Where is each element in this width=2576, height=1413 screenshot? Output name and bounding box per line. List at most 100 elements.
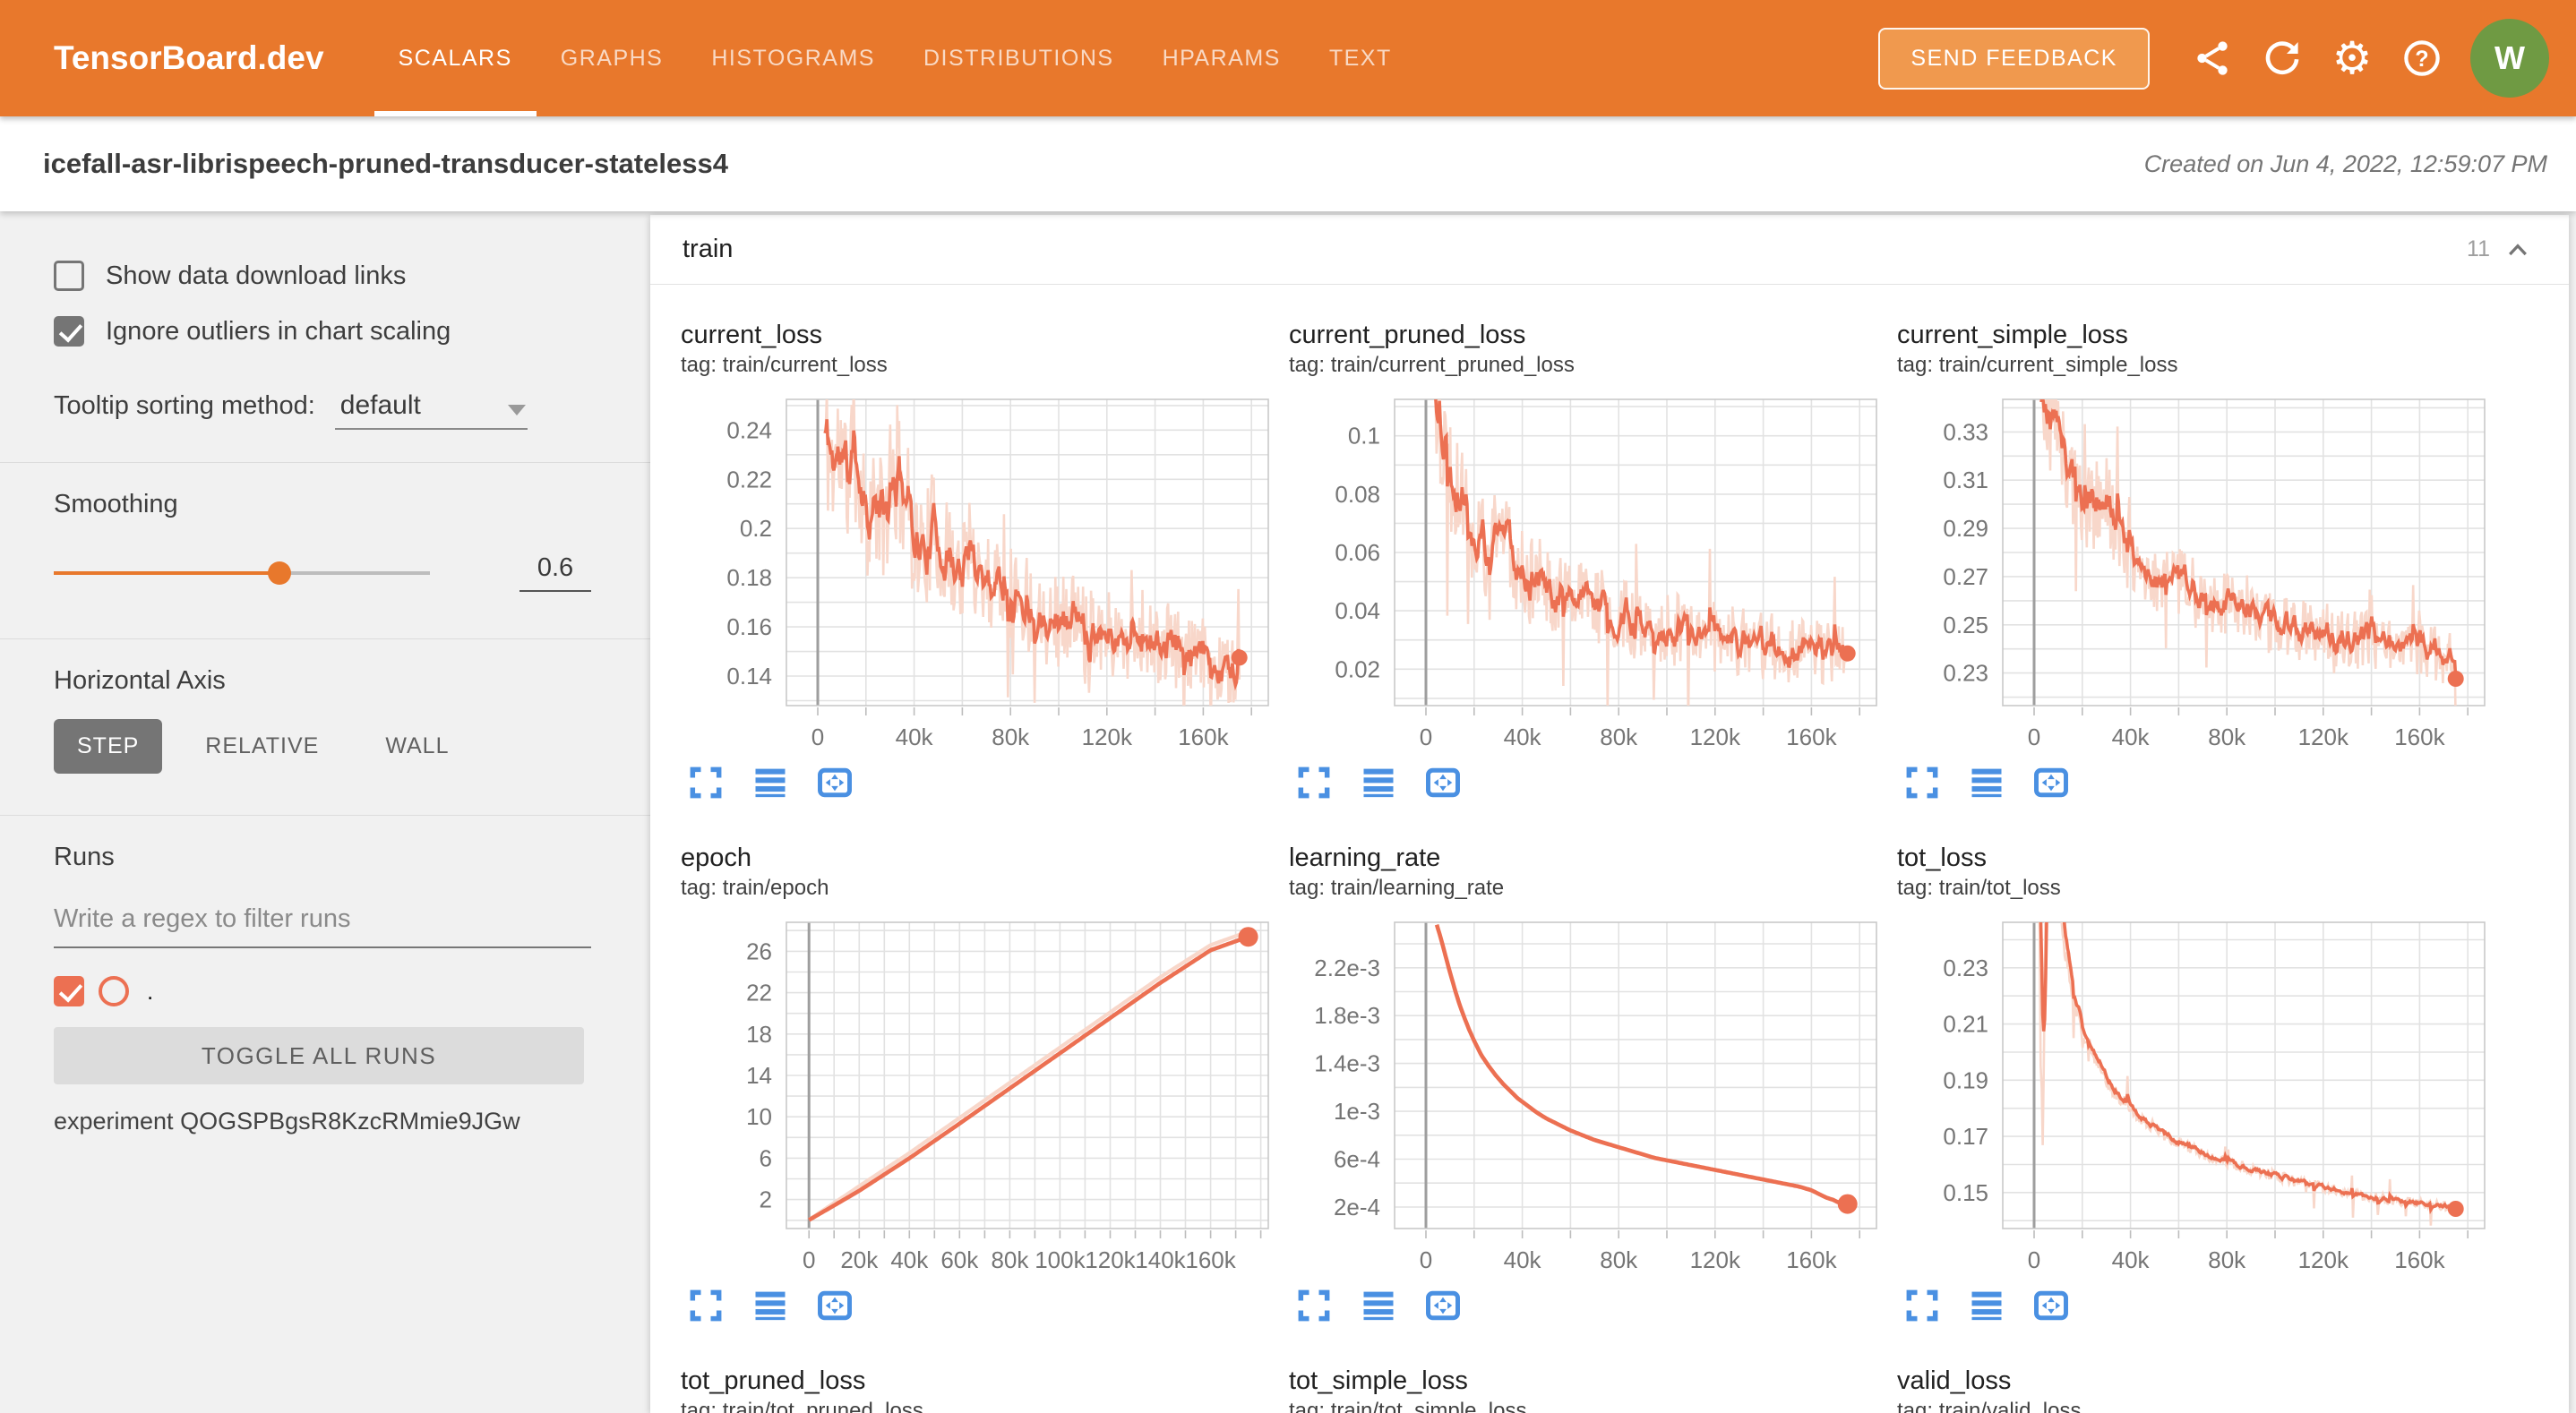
tab-histograms[interactable]: HISTOGRAMS xyxy=(711,45,875,71)
chart-plot[interactable]: 0.15 0.17 0.19 0.21 0.23 0 40k 80k 120k 160k xyxy=(1897,919,2488,1270)
svg-text:160k: 160k xyxy=(1786,1246,1837,1270)
fullscreen-icon[interactable] xyxy=(686,763,726,802)
user-avatar[interactable]: W xyxy=(2470,19,2549,98)
svg-text:1e-3: 1e-3 xyxy=(1334,1098,1380,1125)
data-table-icon[interactable] xyxy=(751,763,790,802)
chevron-up-icon[interactable] xyxy=(2504,236,2531,263)
svg-text:18: 18 xyxy=(746,1021,772,1048)
axis-option-step[interactable]: STEP xyxy=(54,719,163,774)
fit-domain-icon[interactable] xyxy=(1423,1286,1463,1325)
run-row: . xyxy=(54,972,591,1011)
tooltip-sorting-select[interactable]: default xyxy=(334,389,528,430)
tab-scalars[interactable]: SCALARS xyxy=(374,0,537,116)
horizontal-axis-options: STEP RELATIVE WALL xyxy=(54,719,591,774)
tab-graphs[interactable]: GRAPHS xyxy=(560,45,664,71)
run-color-swatch[interactable] xyxy=(99,976,129,1006)
chart-valid_loss: valid_loss tag: train/valid_loss xyxy=(1897,1365,2488,1413)
svg-text:0: 0 xyxy=(1420,724,1432,747)
data-table-icon[interactable] xyxy=(1359,763,1398,802)
settings-gear-icon[interactable]: ⚙ xyxy=(2331,33,2373,83)
chart-title: tot_simple_loss xyxy=(1289,1366,1468,1395)
chart-tag: tag: train/epoch xyxy=(681,876,829,900)
chart-plot[interactable]: 0.23 0.25 0.27 0.29 0.31 0.33 0 40k 80k 120k 160k xyxy=(1897,396,2488,747)
fullscreen-icon[interactable] xyxy=(1902,763,1942,802)
svg-text:6: 6 xyxy=(760,1144,772,1171)
tab-distributions[interactable]: DISTRIBUTIONS xyxy=(923,45,1114,71)
run-checkbox[interactable] xyxy=(54,976,84,1006)
ignore-outliers-checkbox[interactable] xyxy=(54,316,84,347)
section-name: train xyxy=(683,235,734,263)
svg-text:0.18: 0.18 xyxy=(726,564,772,591)
svg-text:20k: 20k xyxy=(840,1246,879,1270)
fit-domain-icon[interactable] xyxy=(815,1286,854,1325)
fit-domain-icon[interactable] xyxy=(2031,763,2071,802)
data-table-icon[interactable] xyxy=(1967,1286,2006,1325)
content: Show data download links Ignore outliers… xyxy=(0,211,2576,1413)
help-icon[interactable]: ? xyxy=(2390,26,2454,90)
sidebar-divider xyxy=(0,462,650,463)
svg-text:0.33: 0.33 xyxy=(1943,418,1988,445)
train-section-header[interactable]: train 11 xyxy=(650,215,2569,285)
data-table-icon[interactable] xyxy=(751,1286,790,1325)
settings-sidebar: Show data download links Ignore outliers… xyxy=(0,211,650,1413)
fullscreen-icon[interactable] xyxy=(1902,1286,1942,1325)
slider-thumb[interactable] xyxy=(268,561,291,585)
fullscreen-icon[interactable] xyxy=(1294,763,1334,802)
svg-text:120k: 120k xyxy=(1085,1246,1136,1270)
chart-tag: tag: train/valid_loss xyxy=(1897,1399,2082,1413)
data-table-icon[interactable] xyxy=(1359,1286,1398,1325)
chart-plot[interactable]: 0.02 0.04 0.06 0.08 0.1 0 40k 80k 120k 160k xyxy=(1289,396,1880,747)
data-table-icon[interactable] xyxy=(1967,763,2006,802)
svg-text:100k: 100k xyxy=(1035,1246,1086,1270)
chart-plot[interactable]: 0.14 0.16 0.18 0.2 0.22 0.24 0 40k 80k 120k 160k xyxy=(681,396,1272,747)
chart-toolbar xyxy=(1294,1286,1880,1325)
svg-text:2: 2 xyxy=(760,1186,772,1213)
share-icon[interactable] xyxy=(2180,26,2245,90)
tab-hparams[interactable]: HPARAMS xyxy=(1162,45,1281,71)
svg-text:40k: 40k xyxy=(1504,1246,1542,1270)
axis-option-relative[interactable]: RELATIVE xyxy=(205,733,320,758)
app-logo[interactable]: TensorBoard.dev xyxy=(54,39,324,76)
svg-text:0: 0 xyxy=(2028,724,2040,747)
fullscreen-icon[interactable] xyxy=(686,1286,726,1325)
chart-tag: tag: train/tot_pruned_loss xyxy=(681,1399,923,1413)
svg-text:0.31: 0.31 xyxy=(1943,467,1988,493)
fit-domain-icon[interactable] xyxy=(815,763,854,802)
svg-text:80k: 80k xyxy=(2208,724,2246,747)
fullscreen-icon[interactable] xyxy=(1294,1286,1334,1325)
runs-filter-input[interactable] xyxy=(54,899,591,948)
svg-text:0.15: 0.15 xyxy=(1943,1179,1988,1206)
svg-text:160k: 160k xyxy=(2394,724,2445,747)
svg-text:0.04: 0.04 xyxy=(1335,597,1380,624)
chart-title: tot_pruned_loss xyxy=(681,1366,866,1395)
svg-text:40k: 40k xyxy=(2112,724,2151,747)
smoothing-slider[interactable] xyxy=(54,561,430,586)
refresh-icon[interactable] xyxy=(2250,26,2314,90)
show-download-links-checkbox[interactable] xyxy=(54,261,84,291)
svg-text:40k: 40k xyxy=(2112,1246,2151,1270)
toggle-all-runs-button[interactable]: TOGGLE ALL RUNS xyxy=(54,1027,584,1084)
chart-epoch: epoch tag: train/epoch 2 6 10 14 18 22 26 0 20k 40k… xyxy=(681,842,1272,1325)
chart-title: epoch xyxy=(681,844,752,872)
axis-option-wall[interactable]: WALL xyxy=(385,733,450,758)
chart-title: current_simple_loss xyxy=(1897,321,2128,349)
svg-text:0.16: 0.16 xyxy=(726,613,772,640)
chart-toolbar xyxy=(686,1286,1272,1325)
chart-title: tot_loss xyxy=(1897,844,1987,872)
send-feedback-button[interactable]: SEND FEEDBACK xyxy=(1878,27,2150,90)
created-timestamp: Created on Jun 4, 2022, 12:59:07 PM xyxy=(2143,150,2547,177)
svg-text:0: 0 xyxy=(2028,1246,2040,1270)
fit-domain-icon[interactable] xyxy=(2031,1286,2071,1325)
chart-current_simple_loss: current_simple_loss tag: train/current_si… xyxy=(1897,319,2488,802)
chart-plot[interactable]: 2.2e-3 1.8e-3 1.4e-3 1e-3 6e-4 2e-4 0 40k 80k 120… xyxy=(1289,919,1880,1270)
smoothing-value[interactable]: 0.6 xyxy=(519,553,591,592)
svg-text:40k: 40k xyxy=(1504,724,1542,747)
chart-title: current_loss xyxy=(681,321,822,349)
fit-domain-icon[interactable] xyxy=(1423,763,1463,802)
tab-text[interactable]: TEXT xyxy=(1328,45,1392,71)
svg-text:0.27: 0.27 xyxy=(1943,563,1988,590)
experiment-title-bar: icefall-asr-librispeech-pruned-transduce… xyxy=(0,116,2576,211)
svg-text:0.21: 0.21 xyxy=(1943,1011,1988,1038)
svg-text:0.06: 0.06 xyxy=(1335,539,1380,566)
